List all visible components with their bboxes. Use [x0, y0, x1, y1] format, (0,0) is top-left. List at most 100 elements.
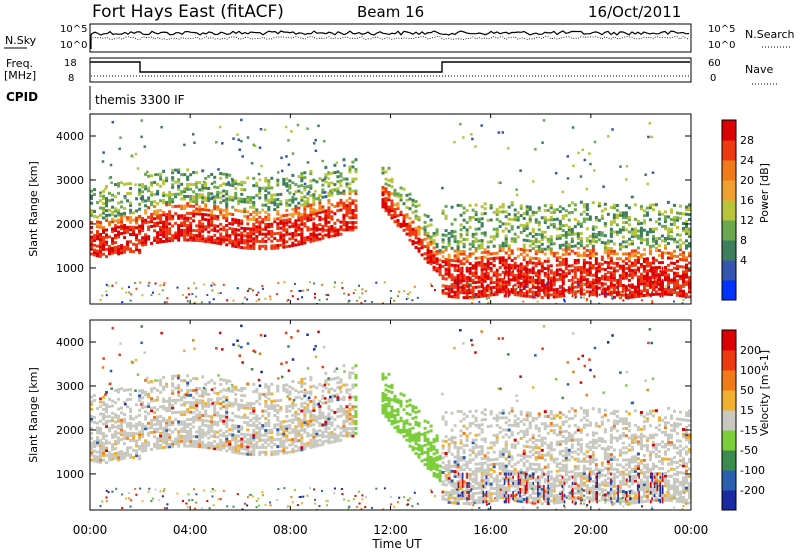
- power-echo-cell: [150, 203, 154, 207]
- power-echo-cell: [586, 298, 589, 301]
- power-echo-cell: [165, 232, 169, 236]
- velocity-echo-cell: [312, 406, 316, 410]
- power-echo-cell: [630, 271, 634, 275]
- power-echo-cell: [435, 262, 439, 266]
- power-echo-cell: [213, 241, 217, 245]
- power-echo-cell: [513, 208, 517, 212]
- power-echo-cell: [515, 287, 518, 290]
- power-echo-cell: [480, 260, 484, 264]
- power-echo-cell: [194, 301, 197, 304]
- power-echo-cell: [321, 234, 325, 238]
- velocity-echo-cell: [198, 425, 202, 429]
- power-echo-cell: [208, 301, 211, 304]
- power-echo-cell: [348, 225, 352, 229]
- velocity-echo-cell: [288, 404, 292, 408]
- power-echo-cell: [417, 203, 421, 207]
- power-echo-cell: [204, 205, 208, 209]
- power-echo-cell: [630, 290, 634, 294]
- power-echo-cell: [213, 229, 217, 233]
- velocity-echo-cell: [201, 418, 205, 422]
- velocity-echo-cell: [186, 439, 190, 443]
- power-echo-cell: [501, 210, 505, 214]
- power-echo-cell: [681, 270, 685, 274]
- power-echo-cell: [341, 287, 344, 290]
- power-echo-cell: [246, 239, 250, 243]
- velocity-echo-cell: [300, 428, 304, 432]
- power-echo-cell: [273, 217, 277, 221]
- power-echo-cell: [512, 288, 514, 292]
- power-echo-cell: [423, 252, 427, 256]
- power-echo-cell: [162, 225, 166, 229]
- velocity-echo-cell: [237, 388, 241, 392]
- power-echo-cell: [583, 296, 586, 299]
- power-echo-cell: [633, 249, 637, 253]
- power-echo-cell: [276, 210, 280, 214]
- power-echo-cell: [251, 289, 254, 292]
- power-echo-cell: [591, 247, 595, 251]
- velocity-echo-cell: [201, 414, 205, 418]
- power-echo-cell: [327, 177, 331, 180]
- velocity-echo-cell: [195, 401, 199, 405]
- velocity-echo-cell: [126, 451, 130, 455]
- power-echo-cell: [195, 197, 199, 201]
- power-echo-cell: [672, 286, 676, 290]
- velocity-echo-cell: [120, 452, 124, 456]
- power-echo-cell: [348, 204, 352, 208]
- power-echo-cell: [159, 175, 163, 179]
- power-echo-cell: [282, 240, 286, 244]
- velocity-echo-cell: [315, 444, 319, 448]
- power-echo-cell: [303, 176, 307, 180]
- power-echo-cell: [102, 197, 106, 201]
- power-echo-cell: [617, 291, 619, 295]
- power-echo-cell: [531, 261, 535, 265]
- power-echo-cell: [417, 230, 421, 234]
- power-echo-cell: [336, 228, 340, 232]
- power-echo-cell: [510, 217, 514, 221]
- power-echo-cell: [447, 263, 451, 267]
- power-echo-cell: [650, 294, 652, 298]
- power-echo-cell: [687, 205, 691, 209]
- velocity-echo-cell: [318, 407, 322, 411]
- power-echo-cell: [234, 228, 238, 232]
- power-echo-cell: [596, 294, 599, 298]
- velocity-echo-cell: [333, 435, 337, 439]
- power-echo-cell: [303, 212, 307, 216]
- power-echo-cell: [549, 240, 553, 244]
- power-echo-cell: [543, 288, 547, 292]
- power-echo-cell: [617, 278, 619, 282]
- velocity-echo-cell: [144, 410, 148, 414]
- power-echo-cell: [120, 181, 124, 185]
- power-echo-cell: [609, 239, 613, 243]
- power-echo-cell: [498, 224, 502, 228]
- velocity-echo-cell: [309, 375, 313, 379]
- power-echo-cell: [498, 278, 502, 282]
- power-echo-cell: [606, 261, 610, 265]
- power-echo-cell: [612, 249, 616, 253]
- velocity-echo-cell: [231, 387, 235, 391]
- power-echo-cell: [236, 287, 239, 290]
- power-echo-cell: [552, 254, 556, 258]
- power-echo-cell: [177, 168, 181, 172]
- power-echo-cell: [675, 286, 679, 290]
- power-echo-cell: [573, 266, 577, 270]
- power-echo-cell: [117, 184, 121, 188]
- power-echo-cell: [588, 239, 592, 243]
- power-echo-cell: [287, 139, 290, 142]
- power-echo-cell: [672, 281, 676, 285]
- power-echo-cell: [399, 196, 403, 200]
- power-echo-cell: [462, 252, 466, 256]
- power-echo-cell: [661, 266, 664, 270]
- power-echo-cell: [555, 258, 559, 262]
- power-echo-cell: [617, 288, 619, 292]
- power-echo-cell: [621, 288, 625, 292]
- power-echo-cell: [183, 204, 187, 208]
- velocity-echo-cell: [195, 442, 199, 446]
- velocity-echo-cell: [210, 441, 214, 445]
- power-echo-cell: [540, 264, 544, 268]
- power-echo-cell: [381, 198, 385, 202]
- power-echo-cell: [408, 231, 412, 235]
- power-echo-cell: [168, 232, 172, 236]
- velocity-echo-cell: [138, 396, 142, 400]
- velocity-echo-cell: [171, 377, 175, 381]
